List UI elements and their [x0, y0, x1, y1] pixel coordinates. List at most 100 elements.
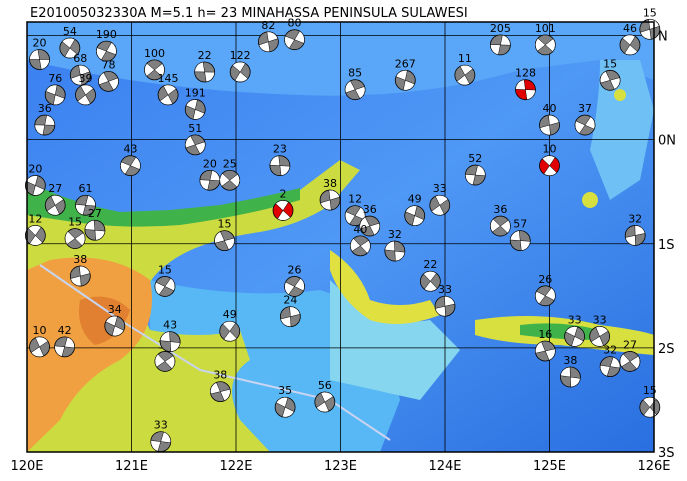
x-tick-label: 126E — [637, 459, 670, 474]
focal-mechanism — [359, 215, 381, 237]
ball-dilatation — [229, 173, 240, 188]
depth-label: 27 — [48, 182, 62, 195]
ball-dilatation — [159, 94, 174, 106]
focal-mechanism — [464, 164, 486, 186]
focal-mechanism — [157, 84, 179, 106]
ball-dilatation — [111, 325, 125, 337]
depth-label: 68 — [73, 52, 87, 65]
ball-dilatation — [595, 326, 609, 337]
depth-label: 22 — [198, 49, 212, 62]
ball-dilatation — [515, 79, 526, 90]
ball-dilatation — [354, 86, 366, 99]
ball-dilatation — [535, 341, 546, 354]
depth-label: 22 — [423, 258, 437, 271]
depth-label: 61 — [79, 182, 93, 195]
focal-mechanism — [184, 99, 206, 120]
focal-mechanism — [199, 169, 221, 191]
depth-label: 76 — [48, 72, 62, 85]
ball-dilatation — [29, 49, 40, 60]
x-tick-label: 125E — [533, 459, 566, 474]
ball-dilatation — [571, 336, 584, 347]
depth-label: 39 — [79, 72, 93, 85]
ball-dilatation — [277, 210, 291, 221]
focal-mechanism — [44, 194, 66, 216]
focal-mechanism — [344, 205, 366, 227]
focal-mechanism — [344, 79, 366, 101]
focal-mechanism — [59, 37, 81, 59]
focal-mechanism — [419, 270, 441, 292]
ball-dilatation — [275, 200, 289, 211]
focal-mechanism — [404, 205, 426, 227]
ball-dilatation — [320, 199, 332, 211]
focal-mechanism — [279, 306, 301, 328]
ball-dilatation — [224, 237, 235, 251]
ball-dilatation — [590, 336, 604, 347]
ball-dilatation — [560, 366, 571, 378]
focal-mechanism — [489, 215, 511, 237]
depth-label: 51 — [188, 122, 202, 135]
ball-dilatation — [54, 345, 65, 357]
depth-label: 35 — [278, 384, 292, 397]
ball-dilatation — [84, 219, 96, 231]
ball-dilatation — [160, 431, 171, 444]
ball-dilatation — [294, 30, 305, 44]
depth-label: 100 — [144, 47, 165, 60]
ball-dilatation — [284, 35, 295, 49]
focal-mechanism — [599, 69, 621, 91]
ball-dilatation — [232, 61, 246, 73]
depth-label: 36 — [363, 203, 377, 216]
depth-label: 37 — [578, 102, 592, 115]
depth-label: 128 — [515, 67, 536, 80]
ball-dilatation — [150, 440, 162, 452]
ball-dilatation — [204, 71, 215, 83]
x-tick-label: 123E — [324, 459, 357, 474]
depth-label: 54 — [63, 25, 77, 38]
ball-dilatation — [599, 70, 611, 84]
ball-dilatation — [29, 235, 43, 246]
depth-label: 32 — [603, 344, 617, 357]
ball-dilatation — [96, 47, 107, 61]
ball-dilatation — [629, 355, 641, 370]
ball-dilatation — [258, 41, 271, 53]
depth-label: 122 — [230, 49, 251, 62]
ball-dilatation — [369, 222, 380, 236]
focal-mechanism — [509, 230, 531, 252]
depth-label: 80 — [288, 17, 302, 30]
ball-dilatation — [279, 165, 291, 176]
ball-dilatation — [108, 77, 119, 91]
ball-dilatation — [412, 215, 425, 226]
ball-dilatation — [544, 287, 556, 301]
focal-mechanism — [29, 336, 50, 358]
ball-dilatation — [192, 109, 205, 120]
depth-label: 15 — [218, 218, 232, 231]
ball-dilatation — [490, 44, 501, 55]
depth-label: 33 — [154, 419, 168, 432]
ball-dilatation — [78, 64, 91, 76]
depth-label: 36 — [38, 102, 52, 115]
map-frame — [26, 21, 655, 453]
ball-dilatation — [169, 341, 181, 352]
x-tick-label: 122E — [219, 459, 252, 474]
ball-dilatation — [328, 189, 340, 201]
ball-dilatation — [456, 74, 470, 86]
depth-label: 23 — [273, 143, 287, 156]
ball-dilatation — [64, 47, 78, 59]
depth-label: 32 — [628, 212, 642, 225]
depth-label: 32 — [388, 228, 402, 241]
ball-dilatation — [544, 38, 556, 52]
ball-dilatation — [625, 235, 636, 246]
focal-mechanism — [589, 326, 611, 347]
ball-dilatation — [599, 365, 611, 377]
depth-label: 34 — [108, 303, 122, 316]
focal-mechanism — [150, 431, 172, 452]
ball-dilatation — [266, 31, 279, 43]
depth-label: 33 — [438, 283, 452, 296]
focal-mechanism — [619, 351, 641, 372]
focal-mechanism — [384, 240, 406, 262]
focal-mechanism — [599, 356, 621, 378]
ball-dilatation — [281, 406, 295, 418]
ball-dilatation — [80, 84, 94, 96]
focal-mechanism — [639, 396, 661, 418]
focal-mechanism — [434, 295, 456, 317]
